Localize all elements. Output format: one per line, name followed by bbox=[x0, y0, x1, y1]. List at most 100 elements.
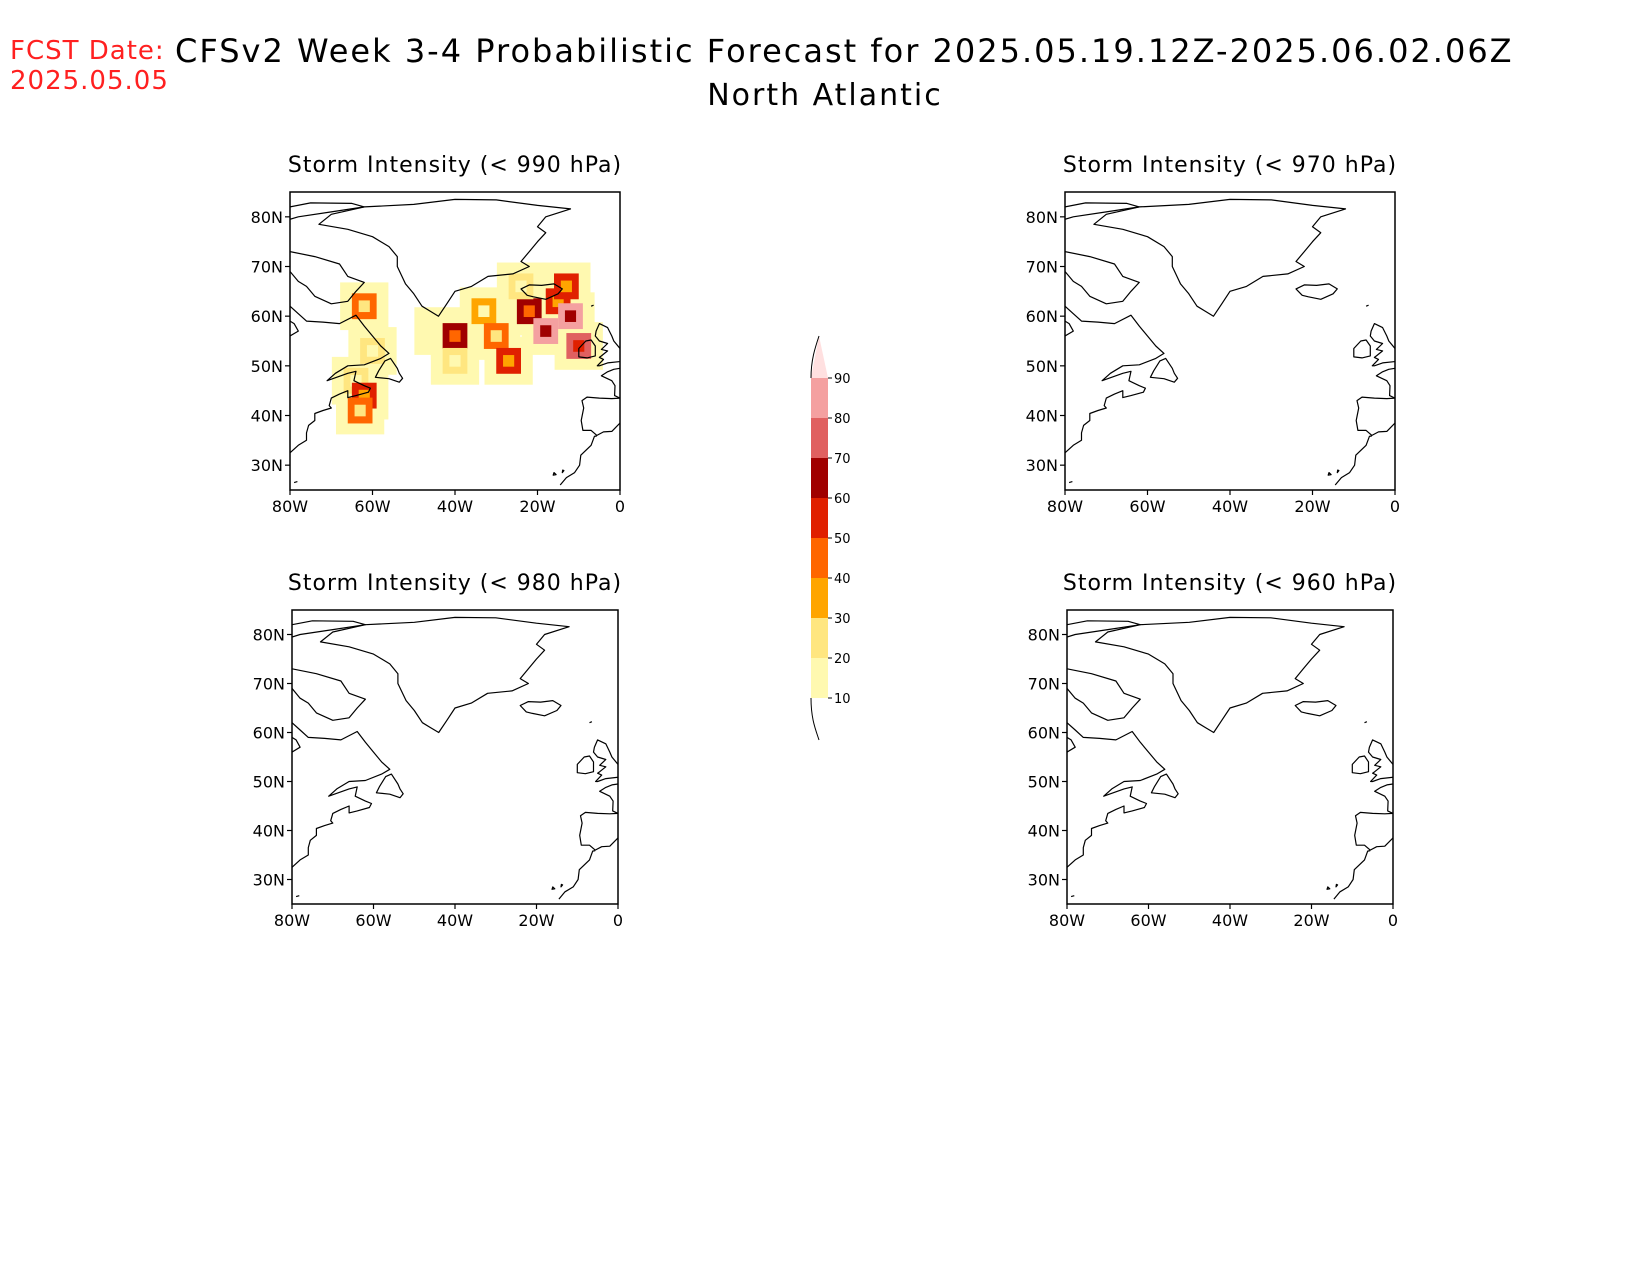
y-tick-label: 30N bbox=[1028, 871, 1060, 890]
prob-cell-core bbox=[490, 330, 502, 342]
x-tick-label: 80W bbox=[272, 497, 308, 516]
coastline-bahama bbox=[293, 481, 298, 484]
coastline-france bbox=[599, 783, 618, 814]
coastline-gb bbox=[594, 323, 620, 367]
coastline-faroe bbox=[589, 721, 593, 724]
coastline-canaries2 bbox=[561, 469, 565, 474]
coastline-canaries bbox=[552, 472, 557, 476]
y-tick-label: 50N bbox=[253, 773, 285, 792]
x-tick-label: 20W bbox=[519, 497, 555, 516]
coastline-france bbox=[1375, 367, 1395, 399]
colorbar-bottom-cap bbox=[810, 697, 820, 741]
y-tick-label: 60N bbox=[251, 307, 283, 326]
coastlines bbox=[290, 198, 620, 486]
y-tick-label: 40N bbox=[1028, 822, 1060, 841]
coastline-canada_north bbox=[290, 202, 365, 220]
prob-cell-core bbox=[503, 355, 515, 367]
y-tick-label: 70N bbox=[1028, 675, 1060, 694]
y-tick-label: 60N bbox=[1028, 724, 1060, 743]
panel-title: Storm Intensity (< 960 hPa) bbox=[1063, 571, 1397, 596]
y-tick-label: 40N bbox=[1026, 407, 1058, 426]
coastlines bbox=[292, 616, 618, 900]
x-tick-label: 80W bbox=[1049, 911, 1085, 930]
coastline-greenland bbox=[1093, 198, 1347, 317]
y-tick-label: 50N bbox=[1026, 357, 1058, 376]
coastline-baffin bbox=[1065, 251, 1140, 305]
panel-title: Storm Intensity (< 980 hPa) bbox=[288, 571, 622, 596]
coastline-ireland bbox=[576, 755, 595, 775]
coastline-iceland bbox=[1295, 283, 1338, 300]
prob-cell-core bbox=[478, 305, 490, 318]
coastline-ireland bbox=[1351, 755, 1370, 775]
colorbar: 10 20 30 40 50 60 70 80 90 bbox=[810, 335, 851, 741]
coastline-africa bbox=[1334, 435, 1373, 486]
colorbar-band bbox=[811, 618, 828, 658]
y-tick-label: 60N bbox=[1026, 307, 1058, 326]
coastline-iceland bbox=[1294, 700, 1337, 717]
y-tick-label: 80N bbox=[251, 208, 283, 227]
coastline-newfoundland bbox=[374, 357, 404, 383]
coastline-faroe bbox=[1364, 721, 1368, 724]
fcst-date-label: FCST Date: bbox=[10, 36, 165, 66]
x-tick-label: 40W bbox=[437, 497, 473, 516]
y-tick-label: 70N bbox=[1026, 258, 1058, 277]
y-tick-label: 80N bbox=[1026, 208, 1058, 227]
coastline-canaries2 bbox=[1335, 883, 1339, 888]
panel-title: Storm Intensity (< 990 hPa) bbox=[288, 153, 622, 178]
prob-cell-core bbox=[564, 310, 577, 322]
coastline-hudson bbox=[1067, 736, 1076, 753]
map-panel: Storm Intensity (< 990 hPa) 80W 60W 40W 20W 0… bbox=[251, 153, 625, 516]
x-tick-label: 80W bbox=[274, 911, 310, 930]
coastline-france bbox=[1374, 783, 1393, 814]
prob-cell-core bbox=[449, 355, 461, 367]
coastline-greenland bbox=[319, 616, 570, 734]
prob-cell-core bbox=[573, 340, 585, 352]
coastline-labrador bbox=[292, 722, 391, 868]
coastline-labrador bbox=[1067, 722, 1166, 868]
coastline-canaries bbox=[1327, 472, 1332, 476]
coastline-iceland bbox=[519, 700, 562, 717]
colorbar-label: 90 bbox=[834, 372, 851, 387]
page-title: CFSv2 Week 3-4 Probabilistic Forecast fo… bbox=[175, 32, 1514, 70]
region-subtitle: North Atlantic bbox=[707, 78, 943, 113]
x-tick-label: 80W bbox=[1047, 497, 1083, 516]
x-tick-label: 20W bbox=[1294, 497, 1330, 516]
coastline-canaries2 bbox=[560, 883, 564, 888]
coastline-iberia bbox=[580, 396, 620, 436]
x-tick-label: 0 bbox=[615, 497, 625, 516]
coastline-gb bbox=[1367, 739, 1393, 783]
x-tick-label: 20W bbox=[518, 911, 554, 930]
colorbar-band bbox=[811, 578, 828, 618]
fcst-date-value: 2025.05.05 bbox=[10, 66, 169, 96]
coastline-ireland bbox=[1353, 339, 1371, 359]
panel-title: Storm Intensity (< 970 hPa) bbox=[1063, 153, 1397, 178]
probability-field bbox=[331, 262, 603, 435]
map-frame bbox=[1064, 191, 1396, 491]
y-tick-label: 70N bbox=[251, 258, 283, 277]
colorbar-band bbox=[811, 378, 828, 418]
colorbar-band bbox=[811, 458, 828, 498]
map-panel: Storm Intensity (< 980 hPa) 80W 60W 40W 20W 0… bbox=[253, 571, 623, 930]
x-tick-label: 20W bbox=[1293, 911, 1329, 930]
y-tick-label: 70N bbox=[253, 675, 285, 694]
y-tick-label: 30N bbox=[253, 871, 285, 890]
coastline-faroe bbox=[590, 304, 594, 307]
colorbar-label: 70 bbox=[834, 452, 851, 467]
colorbar-label: 10 bbox=[834, 692, 851, 707]
colorbar-label: 60 bbox=[834, 492, 851, 507]
x-tick-label: 40W bbox=[1212, 911, 1248, 930]
coastline-canaries2 bbox=[1336, 469, 1340, 474]
coastline-gb bbox=[592, 739, 618, 783]
coastline-canada_north bbox=[1065, 202, 1140, 220]
coastline-africa bbox=[559, 435, 598, 486]
x-tick-label: 60W bbox=[355, 911, 391, 930]
coastline-canada_north bbox=[1067, 620, 1141, 638]
coastline-hudson bbox=[1065, 320, 1074, 337]
prob-cell-core bbox=[350, 374, 362, 387]
prob-cell-core bbox=[449, 330, 461, 342]
coastline-newfoundland bbox=[375, 773, 404, 799]
y-tick-label: 50N bbox=[251, 357, 283, 376]
map-frame bbox=[291, 609, 619, 905]
colorbar-label: 80 bbox=[834, 412, 851, 427]
coastlines bbox=[1065, 198, 1395, 486]
